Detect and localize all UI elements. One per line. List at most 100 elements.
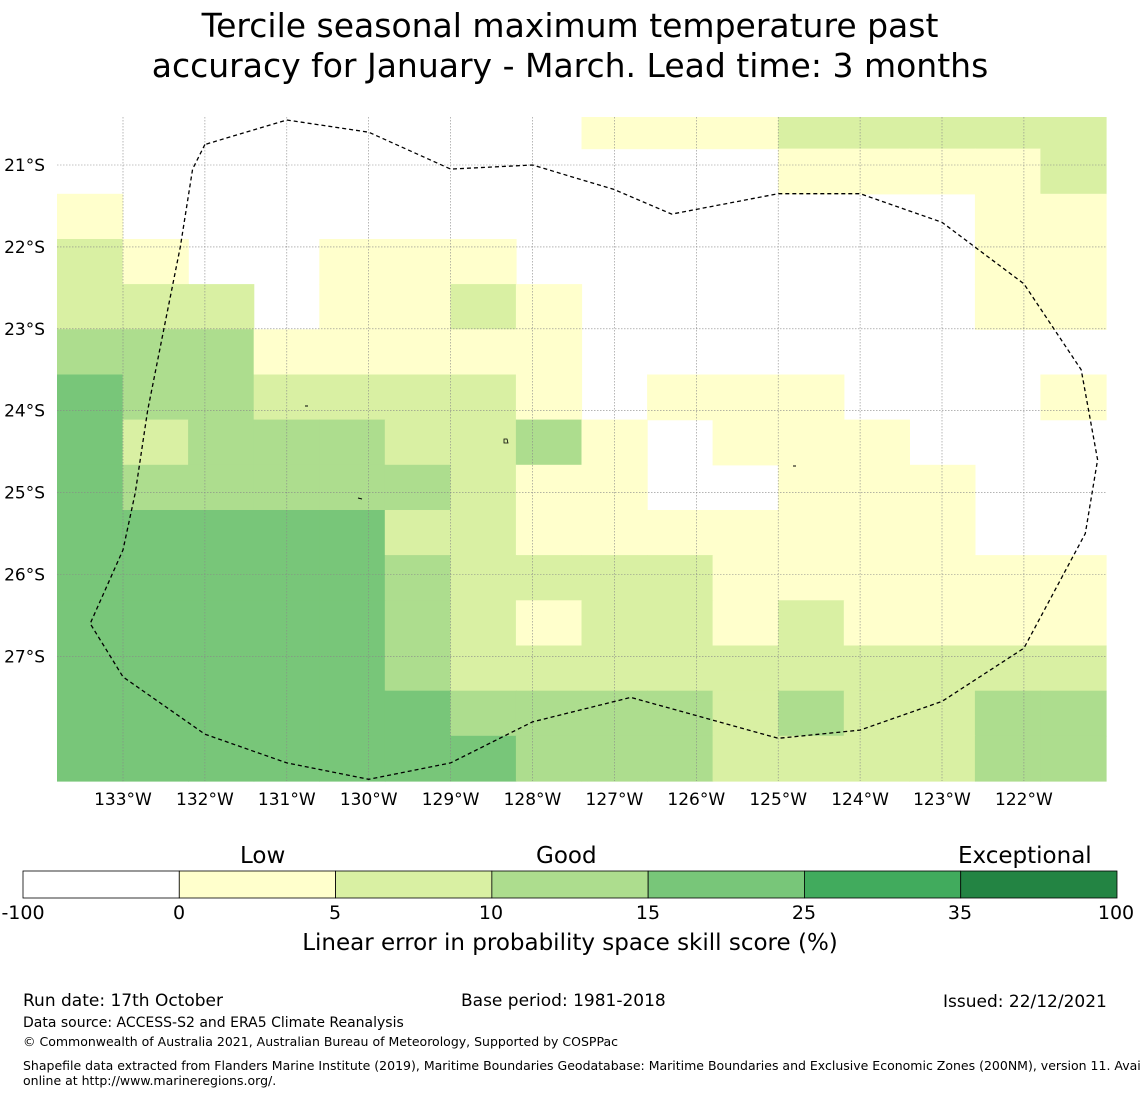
latitude-label: 24°S	[4, 402, 45, 422]
skill-cell	[384, 284, 451, 330]
skill-cell	[122, 645, 189, 692]
skill-cell	[778, 419, 845, 466]
run-date: Run date: 17th October	[23, 991, 223, 1011]
skill-cell	[188, 284, 255, 330]
skill-cell	[57, 329, 124, 376]
island-mark	[357, 497, 363, 500]
skill-cell	[909, 148, 976, 195]
longitude-label: 133°W	[94, 790, 152, 810]
skill-cell	[909, 645, 976, 692]
skill-cell	[1040, 193, 1107, 240]
colorbar-tick: 25	[791, 902, 817, 924]
skill-cell	[122, 555, 189, 601]
skill-cell	[384, 239, 451, 285]
colorbar-tick: 35	[947, 902, 973, 924]
skill-cell	[57, 464, 124, 511]
base-period: Base period: 1981-2018	[461, 991, 666, 1011]
skill-cell	[253, 735, 320, 782]
skill-cell	[1040, 645, 1107, 692]
skill-cell	[581, 555, 648, 601]
longitude-label: 129°W	[422, 790, 480, 810]
skill-cell	[450, 555, 517, 601]
skill-cell	[647, 690, 714, 737]
colorbar-tick: -100	[1, 902, 45, 924]
skill-cell	[647, 510, 714, 556]
longitude-label: 128°W	[504, 790, 562, 810]
colorbar-segment	[22, 870, 180, 899]
skill-cell	[319, 329, 386, 376]
skill-cell	[122, 735, 189, 782]
skill-cell	[778, 735, 845, 782]
skill-cell	[515, 555, 583, 601]
skill-cell	[384, 374, 451, 421]
data-source: Data source: ACCESS-S2 and ERA5 Climate …	[23, 1015, 404, 1031]
latitude-label: 27°S	[4, 647, 45, 667]
colorbar-segment	[647, 870, 805, 899]
skill-cell	[57, 284, 124, 330]
skill-cell	[450, 419, 517, 466]
longitude-label: 130°W	[340, 790, 398, 810]
eez-boundary	[89, 119, 1099, 780]
longitude-label: 132°W	[176, 790, 234, 810]
skill-cell	[515, 464, 583, 511]
skill-cell	[188, 690, 255, 737]
latitude-label: 23°S	[4, 320, 45, 340]
skill-cell	[647, 555, 714, 601]
skill-cell	[384, 464, 451, 511]
category-low: Low	[240, 843, 286, 869]
skill-cell	[57, 735, 124, 782]
skill-cell	[647, 735, 714, 782]
latitude-label: 21°S	[4, 156, 45, 176]
skill-cell	[319, 510, 386, 556]
skill-cell	[1040, 148, 1107, 195]
colorbar-segment	[335, 870, 493, 899]
longitude-label: 125°W	[749, 790, 807, 810]
skill-cell	[188, 419, 255, 466]
skill-cell	[712, 645, 779, 692]
skill-cell	[122, 419, 189, 466]
skill-cell	[843, 117, 910, 150]
skill-cell	[712, 555, 779, 601]
skill-cell	[319, 419, 386, 466]
skill-cell	[974, 193, 1042, 240]
skill-cell	[778, 374, 845, 421]
skill-cell	[581, 600, 648, 647]
skill-cell	[450, 284, 517, 330]
skill-cell	[57, 374, 124, 421]
skill-cell	[778, 510, 845, 556]
skill-cell	[253, 690, 320, 737]
skill-cell	[515, 645, 583, 692]
skill-cell	[384, 419, 451, 466]
skill-cell	[909, 735, 976, 782]
colorbar-tick: 15	[635, 902, 661, 924]
skill-cell	[581, 645, 648, 692]
skill-cell	[122, 690, 189, 737]
skill-cell	[843, 510, 910, 556]
skill-cell	[450, 464, 517, 511]
skill-cell	[712, 117, 779, 150]
skill-cell	[515, 510, 583, 556]
skill-cell	[319, 735, 386, 782]
skill-cell	[581, 735, 648, 782]
skill-cell	[515, 374, 583, 421]
skill-cell	[319, 555, 386, 601]
skill-cell	[450, 600, 517, 647]
category-exceptional: Exceptional	[958, 843, 1092, 869]
skill-cell	[515, 600, 583, 647]
skill-cell	[57, 510, 124, 556]
skill-cell	[647, 600, 714, 647]
colorbar-tick: 10	[478, 902, 504, 924]
latitude-label: 26°S	[4, 566, 45, 586]
skill-cell	[843, 464, 910, 511]
skill-cell	[778, 645, 845, 692]
skill-cell	[974, 600, 1042, 647]
colorbar-segment	[491, 870, 649, 899]
skill-cell	[384, 600, 451, 647]
skill-cell	[843, 600, 910, 647]
skill-cell	[843, 735, 910, 782]
skill-cell	[647, 645, 714, 692]
skill-cell	[319, 600, 386, 647]
skill-cell	[1040, 284, 1107, 330]
skill-cell	[515, 735, 583, 782]
